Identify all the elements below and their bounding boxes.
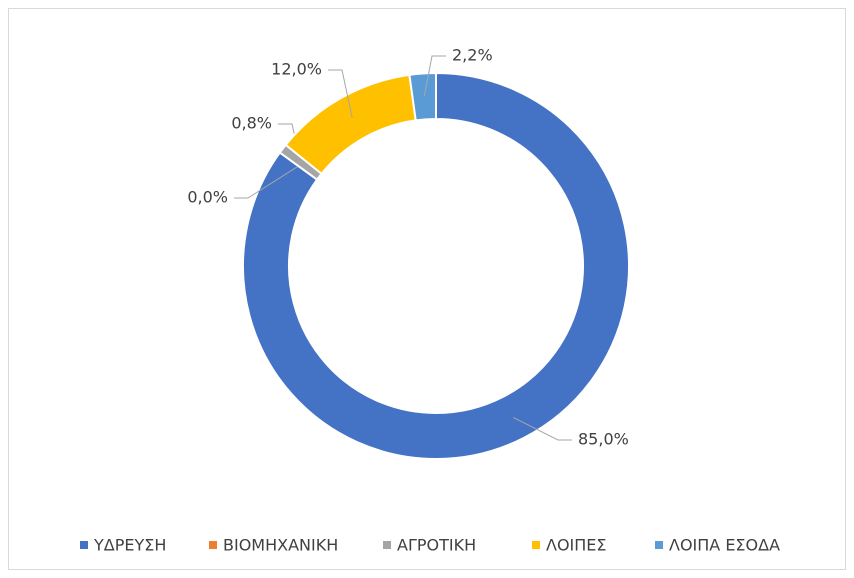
- legend-swatch: [655, 541, 663, 549]
- leader-line: [423, 55, 446, 97]
- legend-swatch: [532, 541, 540, 549]
- legend-swatch: [209, 541, 217, 549]
- legend-label: ΛΟΙΠΕΣ: [546, 536, 607, 555]
- data-label: 12,0%: [271, 60, 322, 79]
- legend-swatch: [80, 541, 88, 549]
- leader-line: [234, 165, 299, 199]
- legend-label: ΑΓΡΟΤΙΚΗ: [397, 536, 476, 555]
- data-label: 85,0%: [578, 430, 629, 449]
- leader-line: [512, 417, 572, 441]
- leader-line: [328, 69, 353, 119]
- legend-label: ΥΔΡΕΥΣΗ: [93, 536, 166, 555]
- legend-swatch: [383, 541, 391, 549]
- data-label: 0,0%: [187, 188, 228, 207]
- legend-label: ΛΟΙΠΑ ΕΣΟΔΑ: [669, 536, 780, 555]
- data-label: 2,2%: [452, 46, 493, 65]
- donut-slice: [408, 71, 437, 122]
- legend-label: ΒΙΟΜΗΧΑΝΙΚΗ: [223, 536, 338, 555]
- data-label: 0,8%: [231, 114, 272, 133]
